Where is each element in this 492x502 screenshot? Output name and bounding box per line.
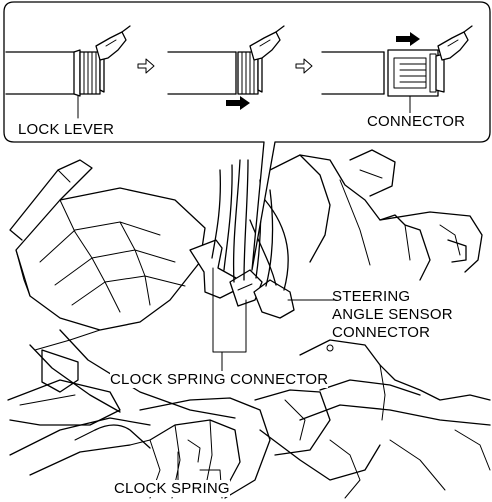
clock-spring-label: CLOCK SPRING (114, 480, 230, 497)
clock-spring-connector-label: CLOCK SPRING CONNECTOR (110, 371, 329, 388)
right-housing (254, 149, 491, 499)
step-arrow-2-icon (295, 58, 313, 74)
clock-spring (129, 397, 271, 499)
step2-connector (167, 25, 285, 110)
push-arrow-1-icon (226, 96, 250, 110)
push-arrow-2-icon (396, 32, 420, 46)
steering-angle-sensor-connector-label-line1: STEERING (332, 288, 411, 305)
detail-callout-panel (3, 1, 491, 271)
clock-spring-connector-shape (189, 159, 295, 319)
steering-angle-sensor-connector-label-line3: CONNECTOR (332, 324, 431, 341)
steering-angle-sensor-connector-label-line2: ANGLE SENSOR (332, 306, 453, 323)
steering-column-body (7, 159, 236, 476)
leader-lines (177, 267, 337, 481)
lock-lever-label: LOCK LEVER (18, 121, 115, 138)
connector-label: CONNECTOR (367, 113, 466, 130)
step-arrow-1-icon (137, 58, 155, 74)
step1-connector (5, 25, 131, 119)
step3-connector (321, 25, 473, 119)
